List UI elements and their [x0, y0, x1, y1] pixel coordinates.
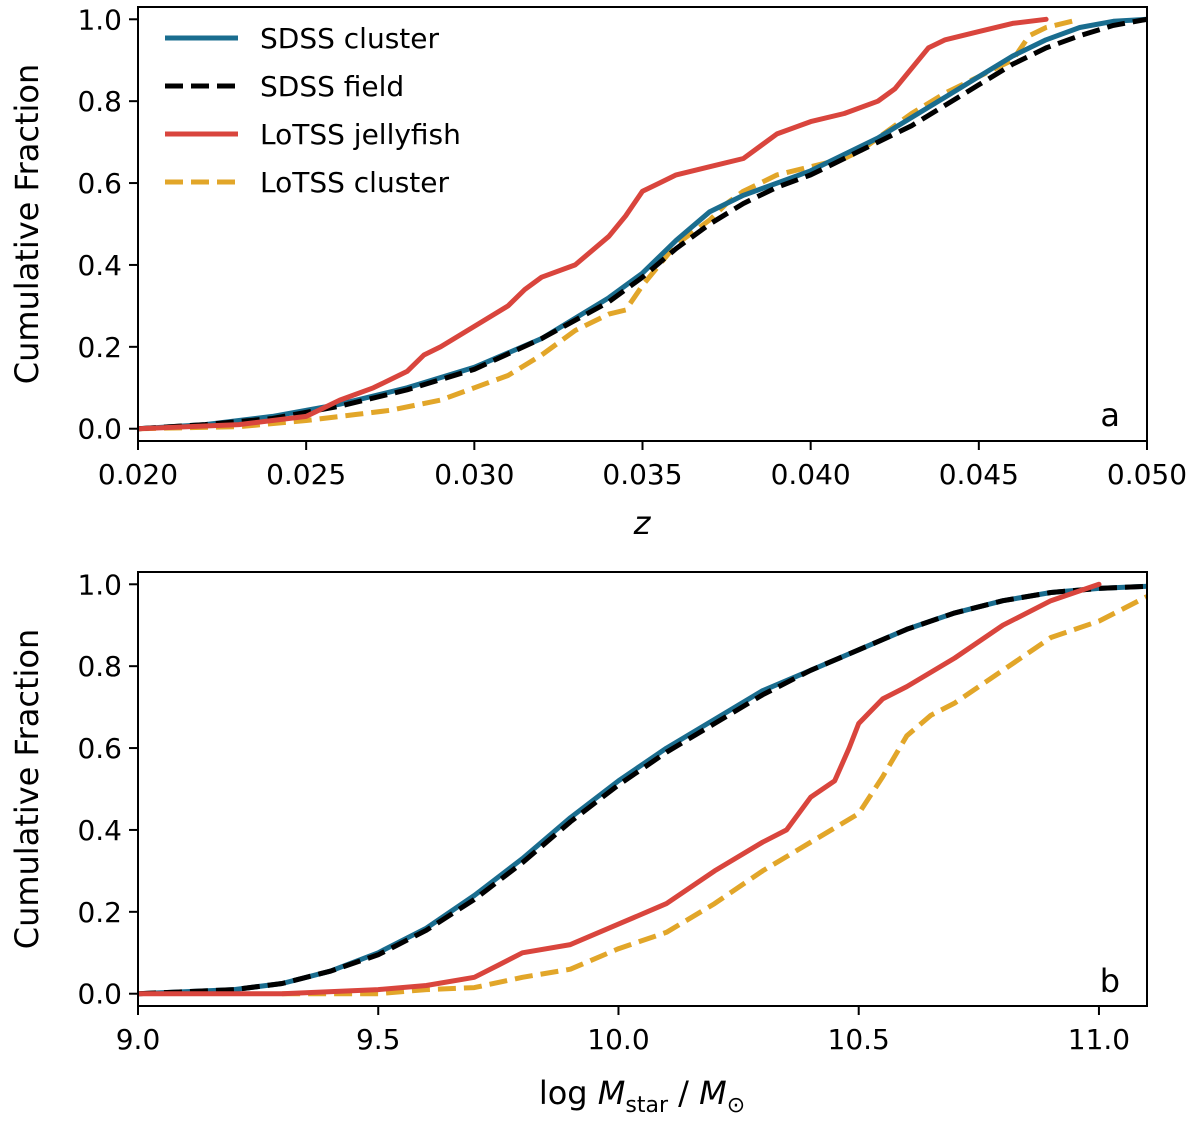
panel-b-y-tick-label: 1.0 [77, 568, 122, 601]
legend: SDSS cluster SDSS field LoTSS jellyfish LoT… [165, 22, 461, 199]
panel-b-line-lotss-jellyfish [138, 581, 1102, 997]
panel-a-line-lotss-cluster [138, 16, 1081, 432]
panel-a-x-tick-label: 0.025 [266, 458, 346, 491]
panel-b-x-tick-label: 10.0 [587, 1023, 649, 1056]
panel-b-y-tick-label: 0.6 [77, 732, 122, 765]
panel-a-ticks: 0.020 0.025 0.030 0.035 0.040 0.045 0.050 0.0 0.… [77, 3, 1187, 491]
panel-a-x-tick-label: 0.020 [98, 458, 178, 491]
panel-a-x-tick-label: 0.050 [1107, 458, 1187, 491]
panel-a-line-sdss-field [138, 16, 1147, 432]
panel-b-y-tick-label: 0.4 [77, 814, 122, 847]
panel-a-y-tick-label: 0.4 [77, 249, 122, 282]
panel-b-x-tick-label: 9.0 [116, 1023, 161, 1056]
panel-a-y-tick-label: 0.8 [77, 85, 122, 118]
panel-b-y-tick-label: 0.8 [77, 650, 122, 683]
legend-label-lotss-cluster: LoTSS cluster [260, 166, 450, 199]
panel-a-x-tick-label: 0.045 [939, 458, 1019, 491]
panel-a-y-tick-label: 1.0 [77, 3, 122, 36]
panel-b-x-tick-label: 9.5 [356, 1023, 401, 1056]
panel-a-y-tick-label: 0.0 [77, 413, 122, 446]
panel-a-y-tick-label: 0.2 [77, 331, 122, 364]
panel-a-series [138, 16, 1147, 432]
panel-b: 9.0 9.5 10.0 10.5 11.0 0.0 0.2 0.4 0.6 0.8 1.0 log… [8, 568, 1148, 1118]
panel-a-x-tick-label: 0.040 [771, 458, 851, 491]
panel-b-y-label: Cumulative Fraction [8, 629, 46, 950]
legend-label-lotss-jellyfish: LoTSS jellyfish [260, 118, 461, 151]
panel-b-x-tick-label: 11.0 [1068, 1023, 1130, 1056]
panel-a-y-label: Cumulative Fraction [8, 64, 46, 385]
panel-b-frame [137, 571, 1148, 1007]
legend-label-sdss-field: SDSS field [260, 70, 404, 103]
panel-a-y-tick-label: 0.6 [77, 167, 122, 200]
panel-a-x-tick-label: 0.035 [602, 458, 682, 491]
panel-b-y-tick-label: 0.0 [77, 978, 122, 1011]
panel-b-tag: b [1100, 962, 1120, 1000]
panel-a-tag: a [1100, 396, 1120, 434]
panel-a: 0.020 0.025 0.030 0.035 0.040 0.045 0.050 0.0 0.… [8, 3, 1187, 542]
panel-b-line-lotss-cluster [282, 594, 1147, 997]
panel-a-x-label: z [633, 504, 652, 542]
panel-b-series [138, 581, 1147, 997]
panel-b-line-sdss-field [138, 583, 1147, 997]
panel-b-x-label: log Mstar / M⊙ [539, 1074, 745, 1118]
panel-b-ticks: 9.0 9.5 10.0 10.5 11.0 0.0 0.2 0.4 0.6 0.8 1.0 [77, 568, 1130, 1056]
legend-label-sdss-cluster: SDSS cluster [260, 22, 439, 55]
panel-a-x-tick-label: 0.030 [434, 458, 514, 491]
panel-b-y-tick-label: 0.2 [77, 896, 122, 929]
panel-a-line-lotss-jellyfish [138, 16, 1049, 432]
panel-b-x-tick-label: 10.5 [828, 1023, 890, 1056]
